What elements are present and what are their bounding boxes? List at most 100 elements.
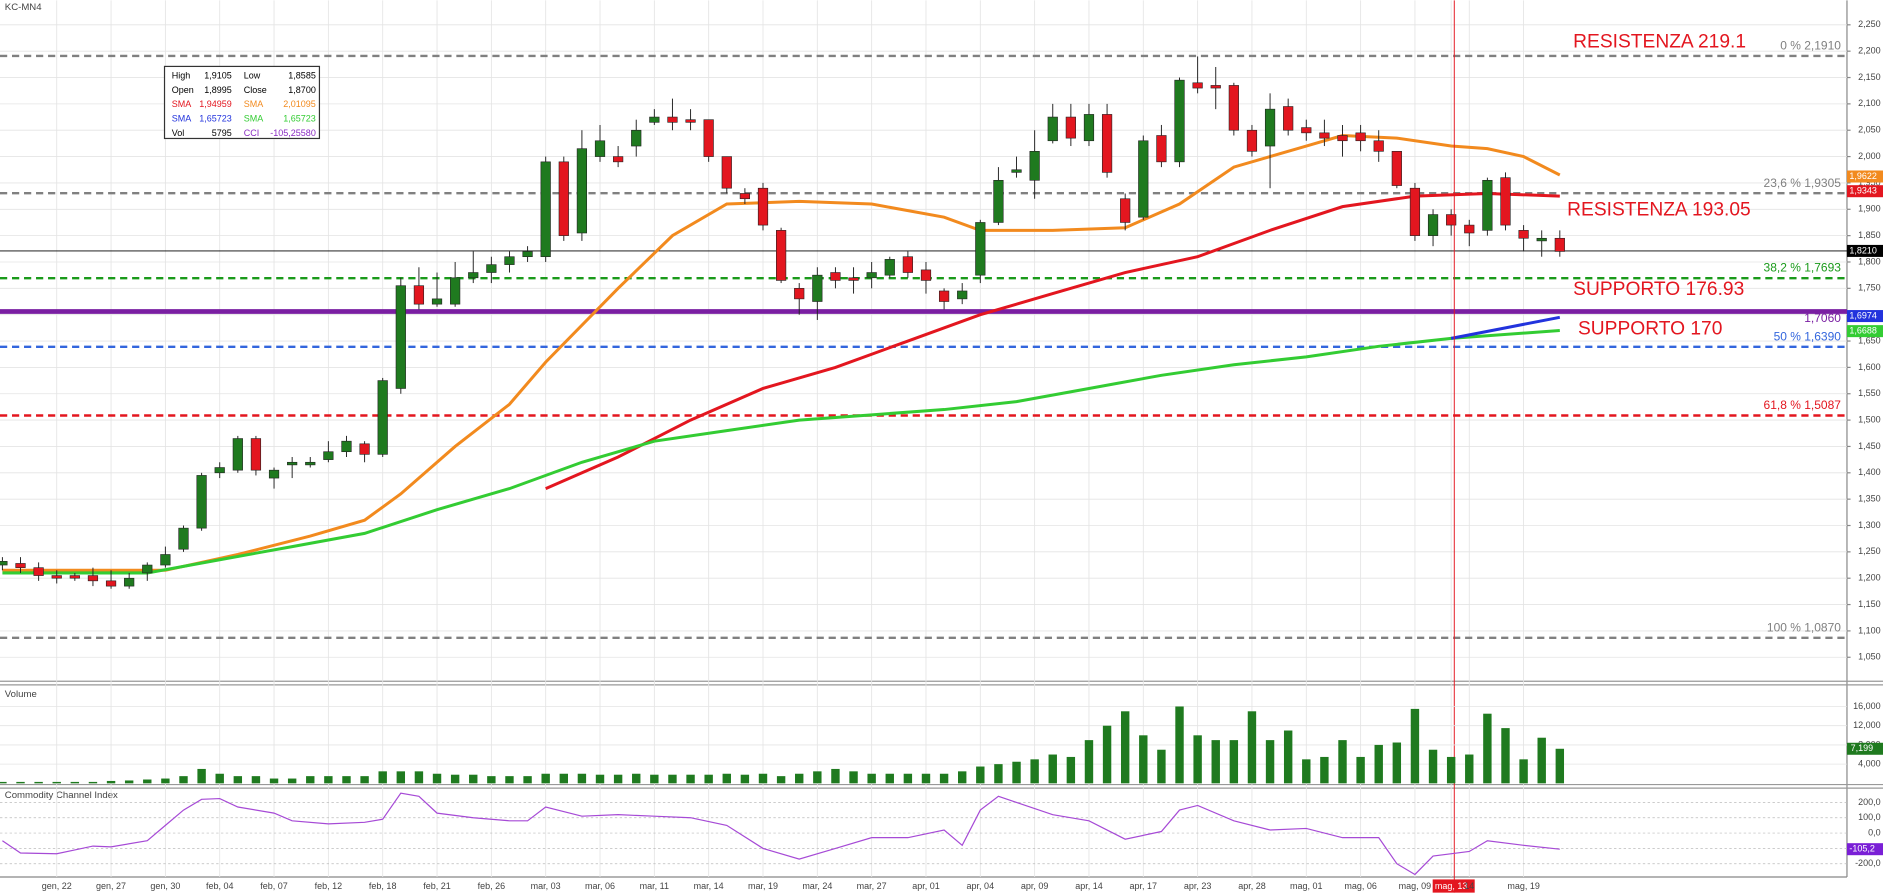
candle-body	[323, 451, 334, 460]
candle-body	[1047, 116, 1058, 142]
x-tick-label: gen, 27	[96, 881, 126, 891]
info-text: CCI	[244, 128, 260, 138]
volume-bar	[1555, 748, 1565, 784]
x-tick-label: mar, 06	[585, 881, 615, 891]
x-tick-label: feb, 26	[478, 881, 506, 891]
panel-title: Commodity Channel Index	[5, 790, 118, 801]
y-tick-label: 2,000	[1858, 151, 1881, 161]
volume-bar	[813, 771, 822, 784]
moving-average	[2, 329, 1560, 575]
candle-body	[1174, 79, 1185, 163]
candle-body	[739, 193, 750, 200]
volume-bar	[613, 774, 623, 784]
annotation: SUPPORTO 176.93	[1573, 279, 1744, 300]
y-tick-label: 1,900	[1858, 204, 1881, 214]
volume-bar	[1446, 756, 1456, 784]
candle-body	[413, 285, 425, 305]
candle-body	[830, 272, 841, 281]
annotation: SUPPORTO 170	[1578, 318, 1722, 339]
candle-body	[848, 277, 859, 281]
candle-body	[33, 567, 44, 576]
level-label: 100 % 1,0870	[1767, 620, 1841, 634]
y-tick-label: 1,600	[1858, 362, 1881, 372]
volume-bar	[867, 773, 876, 784]
candle-body	[1355, 132, 1366, 142]
volume-bar	[795, 773, 804, 784]
y-tick-label: 2,250	[1858, 19, 1881, 29]
info-text: 1,8995	[204, 85, 232, 95]
volume-bar	[179, 776, 188, 784]
info-text: SMA	[244, 114, 264, 124]
candle-body	[196, 475, 207, 529]
cci-line	[2, 792, 1560, 876]
candle-body	[1391, 151, 1402, 186]
volume-bar	[1048, 754, 1057, 784]
price-tag	[1846, 325, 1883, 338]
volume-bar	[70, 781, 80, 784]
info-text: 1,65723	[283, 114, 316, 124]
volume-bar	[523, 776, 532, 784]
y-tick-label: 2,150	[1858, 72, 1881, 82]
price-tag-label: 1,9343	[1849, 186, 1877, 196]
candle-body	[1409, 187, 1421, 236]
candle-body	[1101, 114, 1113, 173]
info-text: High	[172, 70, 191, 80]
annotation: RESISTENZA 193.05	[1567, 200, 1751, 221]
candle-body	[69, 575, 80, 579]
candle-body	[0, 561, 8, 566]
volume-bar	[414, 771, 424, 784]
value-tag	[1846, 742, 1883, 755]
volume-bar	[994, 764, 1003, 784]
volume-bar	[306, 776, 315, 784]
x-tick-label: mag, 19	[1507, 881, 1540, 891]
candle-body	[1083, 114, 1095, 142]
x-tick-label: mar, 19	[748, 881, 778, 891]
info-text: 1,94959	[199, 99, 232, 109]
candle-body	[1301, 127, 1312, 134]
price-tag	[1846, 185, 1883, 198]
y-tick-label: 1,550	[1858, 388, 1881, 398]
y-tick-label: 4,000	[1858, 759, 1881, 769]
info-text: 1,65723	[199, 114, 232, 124]
volume-bar	[686, 774, 695, 784]
price-tag-label: 1,8210	[1849, 245, 1877, 255]
x-tick-label: apr, 04	[967, 881, 995, 891]
y-tick-label: 1,300	[1858, 520, 1881, 530]
candle-body	[721, 156, 732, 189]
volume-bar	[505, 776, 514, 784]
volume-bar	[758, 773, 768, 784]
info-box: High 1,9105 Low 1,8585 Open 1,8995 Close 1,8700…	[163, 65, 321, 140]
candle-body	[631, 129, 642, 147]
price-tag	[1846, 170, 1883, 183]
candle-body	[1029, 151, 1040, 181]
y-tick-label: 12,000	[1853, 720, 1881, 730]
candle-body	[305, 461, 316, 466]
y-tick-label: 1,350	[1858, 494, 1881, 504]
info-text: Vol	[172, 128, 185, 138]
volume-bar	[1247, 711, 1257, 784]
volume-bar	[396, 771, 406, 784]
y-tick-label: 2,050	[1858, 125, 1881, 135]
candle-body	[1120, 198, 1131, 223]
volume-bar	[1229, 740, 1239, 784]
candle-body	[395, 285, 406, 389]
candle-body	[1228, 85, 1239, 131]
volume-bar	[939, 773, 949, 784]
candle-body	[359, 443, 370, 455]
candle-body	[540, 161, 551, 258]
volume-bar	[903, 773, 913, 784]
volume-bar	[632, 773, 641, 784]
x-tick-label: apr, 28	[1238, 881, 1266, 891]
candle-body	[504, 256, 515, 265]
candle-body	[1011, 169, 1022, 173]
candle-body	[1319, 132, 1330, 139]
candle-body	[1283, 106, 1294, 131]
volume-bar	[1374, 744, 1383, 784]
volume-bar	[450, 774, 460, 784]
volume-bar	[958, 771, 967, 784]
volume-bar	[1483, 713, 1492, 784]
candle-body	[1337, 135, 1348, 142]
candle-body	[576, 148, 588, 234]
volume-bar	[233, 776, 243, 784]
volume-bar	[1338, 740, 1347, 784]
